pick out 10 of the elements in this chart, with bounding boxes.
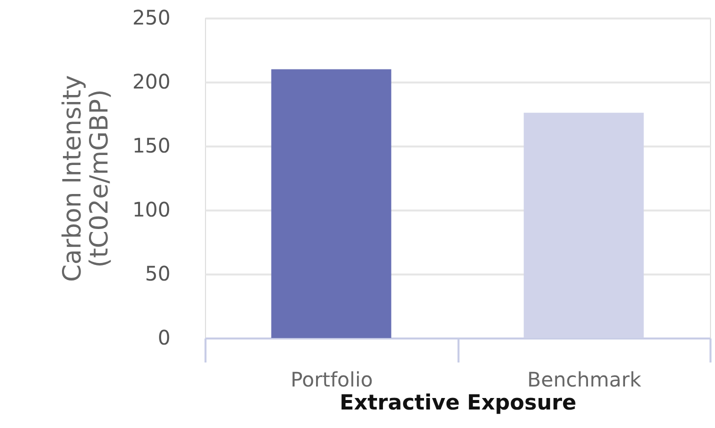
y-tick-label: 50 — [145, 262, 170, 286]
y-tick-label: 0 — [158, 326, 170, 350]
x-axis-title: Extractive Exposure — [340, 390, 576, 414]
y-tick-label: 200 — [132, 70, 170, 94]
y-axis-title: Carbon Intensity (tC02e/mGBP) — [57, 74, 114, 282]
y-tick-label: 150 — [132, 134, 170, 158]
x-tick-label: Benchmark — [527, 368, 642, 392]
y-tick-label: 100 — [132, 198, 170, 222]
y-tick-label: 250 — [132, 6, 170, 30]
x-tick-label: Portfolio — [290, 368, 373, 392]
